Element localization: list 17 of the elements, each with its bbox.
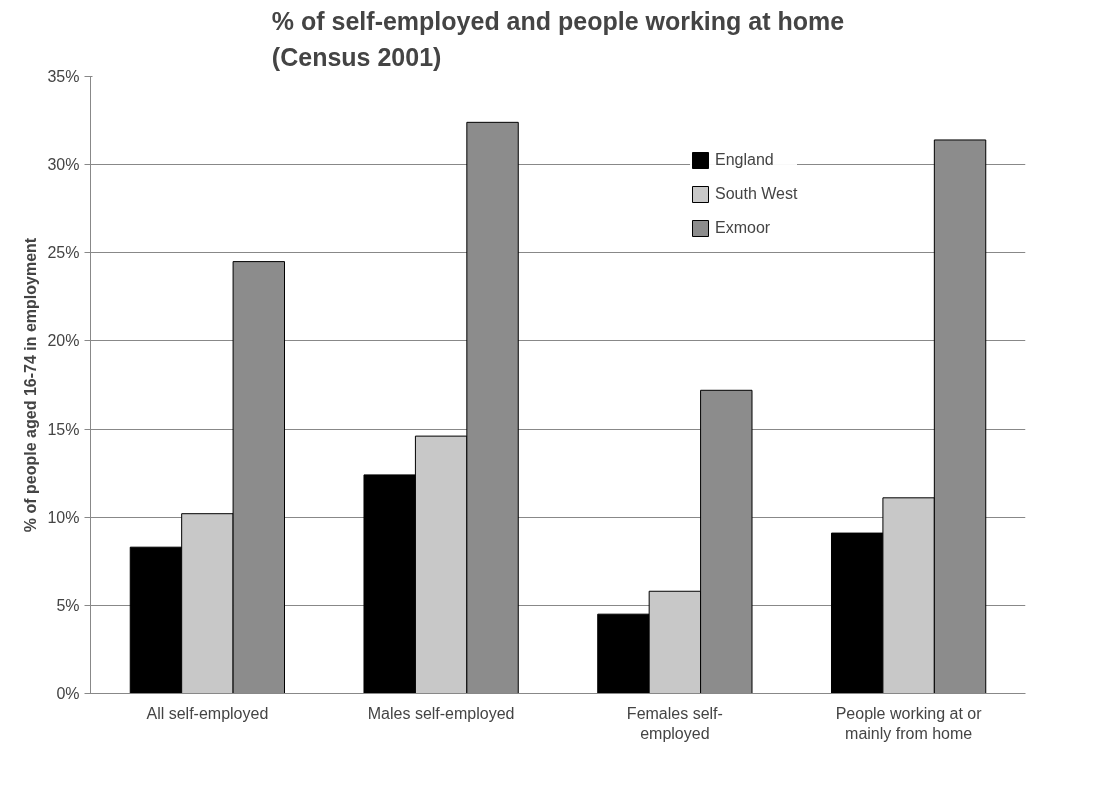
legend-label: England bbox=[715, 151, 774, 169]
y-tick-label: 25% bbox=[47, 244, 80, 262]
y-tick-label: 30% bbox=[47, 156, 80, 174]
x-tick-label: All self-employed bbox=[146, 704, 269, 722]
y-tick-label: 20% bbox=[47, 332, 80, 350]
y-axis-title: % of people aged 16-74 in employment bbox=[22, 237, 40, 533]
x-tick-label: Males self-employed bbox=[367, 704, 515, 722]
y-tick-label: 0% bbox=[56, 685, 80, 702]
x-tick-label: Females self-employed bbox=[626, 704, 723, 742]
chart-title: % of self-employed and people working at home (Census 2001) bbox=[271, 7, 845, 72]
legend-label: Exmoor bbox=[715, 219, 771, 237]
y-tick-label: 10% bbox=[47, 508, 80, 526]
y-tick-label: 35% bbox=[47, 68, 80, 85]
legend-label: South West bbox=[715, 185, 798, 203]
x-tick-label: People working at or mainly from home bbox=[835, 704, 983, 742]
y-tick-label: 15% bbox=[47, 420, 80, 438]
y-tick-label: 5% bbox=[56, 596, 80, 614]
